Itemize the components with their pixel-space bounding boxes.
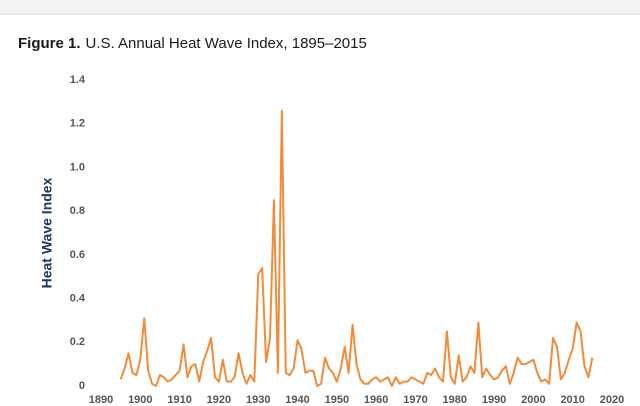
x-tick-label: 1890 xyxy=(89,394,113,406)
y-tick-label: 0.4 xyxy=(70,292,86,304)
x-tick-label: 1910 xyxy=(167,394,191,406)
x-tick-label: 1950 xyxy=(325,394,349,406)
x-tick-label: 1960 xyxy=(364,394,388,406)
y-tick-label: 0.2 xyxy=(70,336,85,348)
x-tick-label: 1980 xyxy=(443,394,467,406)
x-tick-label: 2010 xyxy=(560,394,584,406)
y-tick-label: 1.4 xyxy=(70,74,86,86)
y-tick-label: 0 xyxy=(79,380,85,392)
top-bar xyxy=(0,0,640,14)
x-tick-label: 1990 xyxy=(482,394,506,406)
x-tick-label: 1940 xyxy=(285,394,309,406)
x-tick-label: 1920 xyxy=(207,394,231,406)
y-tick-label: 1.2 xyxy=(70,118,85,130)
title-text: U.S. Annual Heat Wave Index, 1895–2015 xyxy=(86,35,367,52)
chart-title: Figure 1. U.S. Annual Heat Wave Index, 18… xyxy=(18,35,367,52)
x-tick-label: 2020 xyxy=(600,394,624,406)
x-tick-label: 2000 xyxy=(521,394,545,406)
y-axis-label: Heat Wave Index xyxy=(39,177,55,288)
x-tick-label: 1900 xyxy=(128,394,152,406)
data-line xyxy=(119,109,594,387)
x-tick-label: 1970 xyxy=(403,394,427,406)
x-tick-label: 1930 xyxy=(246,394,270,406)
title-label: Figure 1. xyxy=(18,35,81,52)
y-tick-label: 1.0 xyxy=(70,161,85,173)
y-tick-label: 0.6 xyxy=(70,249,85,261)
y-tick-label: 0.8 xyxy=(70,205,85,217)
